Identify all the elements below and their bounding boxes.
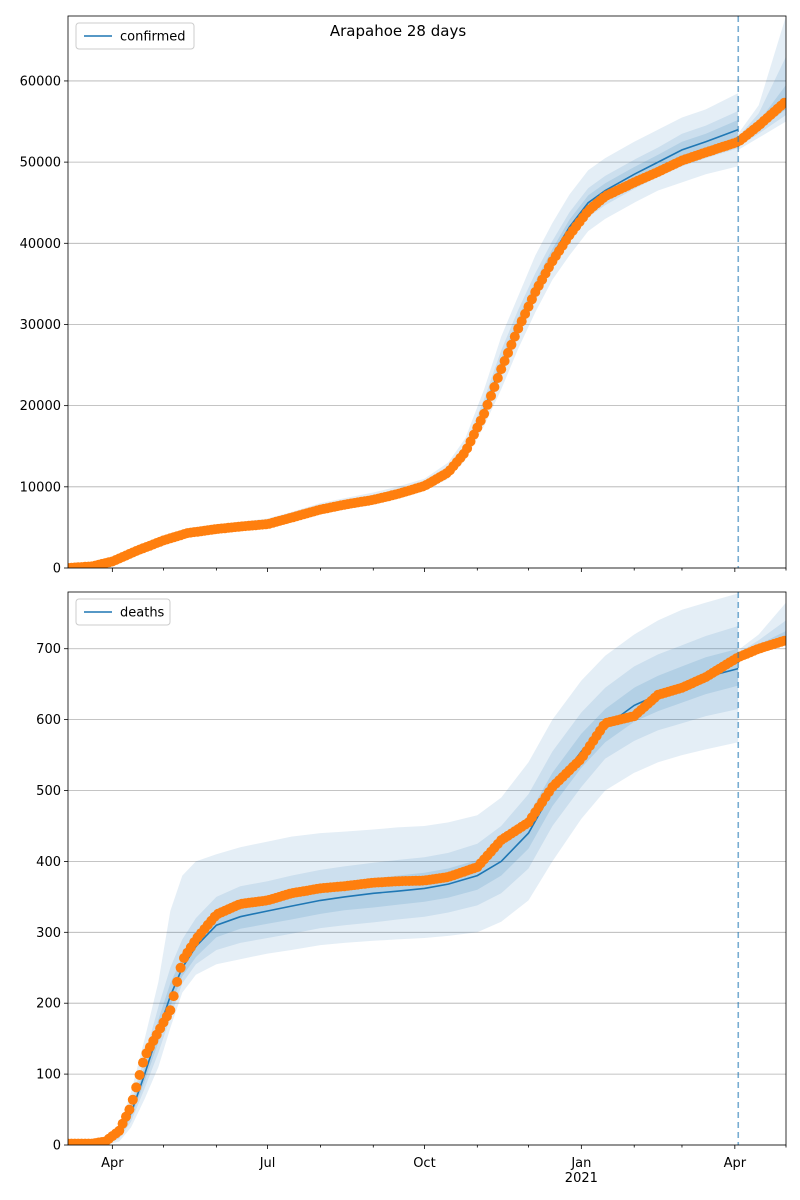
observed-point	[168, 991, 179, 1002]
legend-box	[75, 22, 195, 50]
observed-point	[165, 1005, 176, 1016]
y-tick-label: 20000	[20, 399, 61, 414]
x-tick-label: Oct	[413, 1156, 435, 1171]
observed-point	[509, 331, 520, 342]
observed-point	[479, 408, 490, 419]
y-tick-label: 400	[36, 855, 61, 870]
observed-point	[172, 976, 183, 987]
y-tick-label: 700	[36, 642, 61, 657]
y-tick-label: 600	[36, 713, 61, 728]
x-tick-year-label: 2021	[565, 1171, 598, 1186]
uncertainty-band-outer	[68, 593, 739, 1145]
y-tick-label: 0	[53, 562, 61, 577]
observed-point	[131, 1082, 142, 1093]
observed-point	[503, 347, 513, 358]
x-tick-label: Jan	[570, 1156, 591, 1171]
observed-point	[175, 962, 186, 973]
legend-label: deaths	[120, 606, 165, 621]
plot-area	[68, 16, 786, 568]
observed-point	[492, 373, 503, 383]
y-tick-label: 300	[36, 926, 61, 941]
uncertainty-band-middle	[738, 56, 786, 147]
y-tick-label: 60000	[20, 74, 61, 89]
y-tick-label: 200	[36, 997, 61, 1012]
observed-point	[124, 1104, 135, 1115]
y-tick-label: 500	[36, 784, 61, 799]
plot-area	[68, 593, 786, 1145]
legend: confirmed	[75, 22, 195, 50]
x-tick-label: Apr	[101, 1156, 124, 1171]
observed-point	[482, 399, 493, 410]
y-tick-label: 40000	[20, 237, 61, 252]
y-tick-label: 10000	[20, 480, 61, 495]
observed-point	[506, 339, 517, 350]
observed-point	[486, 390, 496, 401]
observed-point	[134, 1070, 145, 1080]
observed-point	[496, 364, 507, 375]
observed-points	[68, 635, 786, 1145]
observed-point	[779, 97, 786, 108]
chart-title: Arapahoe 28 days	[330, 22, 466, 40]
axes-frame	[67, 591, 787, 1146]
legend: deaths	[75, 598, 171, 626]
x-tick-label: Jul	[259, 1156, 276, 1171]
confirmed-panel: 0 10000 20000 30000 40000 50000 60000 confirmed	[20, 15, 787, 577]
y-tick-label: 30000	[20, 318, 61, 333]
observed-point	[138, 1057, 148, 1068]
observed-point	[779, 635, 786, 646]
observed-point	[499, 356, 510, 366]
deaths-panel: 0 100 200 300 400 500 600 700 deaths	[36, 591, 787, 1154]
x-tick-label: Apr	[724, 1156, 747, 1171]
legend-label: confirmed	[120, 30, 186, 45]
observed-point	[489, 382, 500, 392]
observed-point	[127, 1094, 138, 1105]
uncertainty-band-outer	[68, 93, 739, 568]
legend-box	[75, 598, 171, 626]
observed-points	[68, 97, 786, 568]
y-tick-label: 0	[53, 1139, 61, 1154]
y-tick-label: 50000	[20, 156, 61, 171]
axes-frame	[67, 15, 787, 569]
y-tick-label: 100	[36, 1068, 61, 1083]
